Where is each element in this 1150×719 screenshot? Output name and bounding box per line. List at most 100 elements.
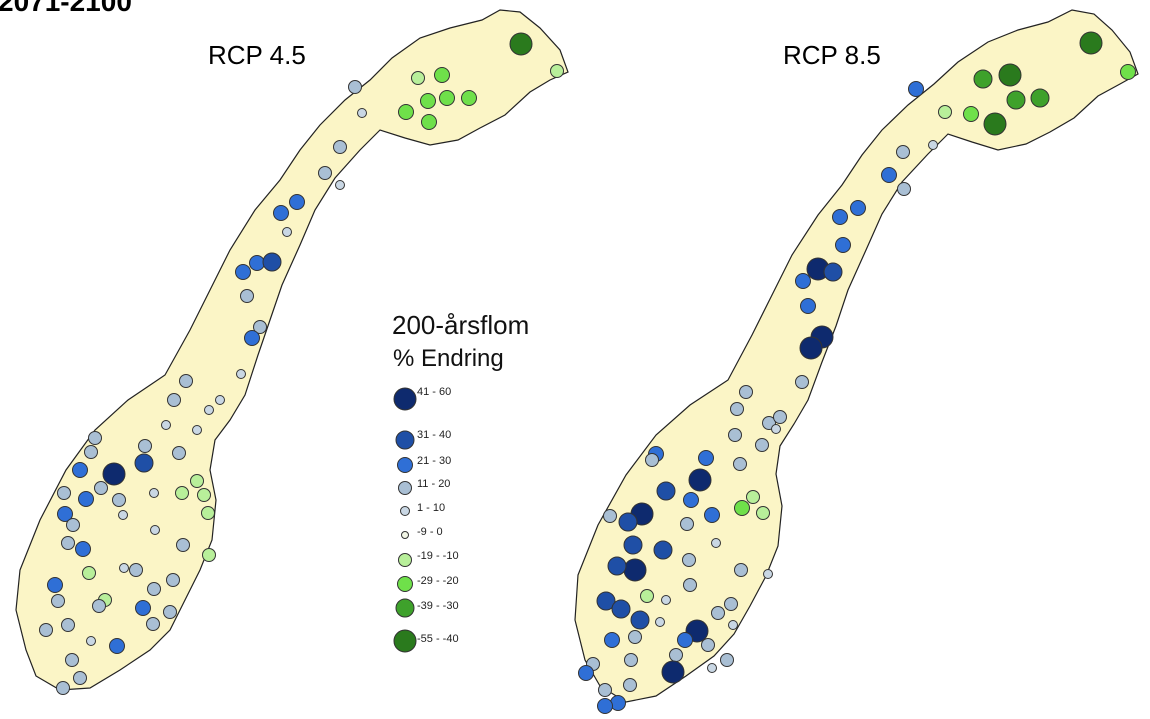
station-marker — [771, 424, 781, 434]
legend-marker — [393, 629, 417, 653]
station-marker — [138, 439, 152, 453]
station-marker — [550, 64, 564, 78]
station-marker — [112, 493, 126, 507]
map-title-rcp85: RCP 8.5 — [783, 40, 881, 70]
station-marker — [733, 457, 747, 471]
legend-subtitle: % Endring — [393, 345, 504, 372]
legend-marker — [398, 481, 412, 495]
station-marker — [192, 425, 202, 435]
station-marker — [39, 623, 53, 637]
station-marker — [94, 481, 108, 495]
station-marker — [704, 507, 720, 523]
station-marker — [201, 506, 215, 520]
map-rcp45 — [15, 9, 569, 695]
station-marker — [896, 145, 910, 159]
station-marker — [88, 431, 102, 445]
station-marker — [973, 69, 993, 89]
station-marker — [596, 591, 616, 611]
legend-label: -39 - -30 — [417, 600, 459, 612]
station-marker — [109, 638, 125, 654]
station-marker — [61, 618, 75, 632]
station-marker — [73, 671, 87, 685]
station-marker — [149, 488, 159, 498]
station-marker — [176, 538, 190, 552]
legend-markers — [393, 387, 417, 653]
station-marker — [677, 632, 693, 648]
station-marker — [680, 517, 694, 531]
station-marker — [357, 108, 367, 118]
station-marker — [630, 610, 650, 630]
station-marker — [82, 566, 96, 580]
station-marker — [607, 556, 627, 576]
station-marker — [47, 577, 63, 593]
station-marker — [202, 548, 216, 562]
station-marker — [707, 663, 717, 673]
station-marker — [175, 486, 189, 500]
station-marker — [645, 453, 659, 467]
station-marker — [75, 541, 91, 557]
station-marker — [669, 648, 683, 662]
station-marker — [244, 330, 260, 346]
markers-rcp85 — [578, 31, 1136, 714]
station-marker — [118, 510, 128, 520]
station-marker — [653, 540, 673, 560]
station-marker — [800, 298, 816, 314]
station-marker — [398, 104, 414, 120]
station-marker — [701, 638, 715, 652]
station-marker — [711, 606, 725, 620]
station-marker — [598, 683, 612, 697]
station-marker — [84, 445, 98, 459]
legend-label: 41 - 60 — [417, 386, 452, 398]
station-marker — [597, 698, 613, 714]
station-marker — [682, 553, 696, 567]
station-marker — [656, 481, 676, 501]
station-marker — [746, 490, 760, 504]
station-marker — [236, 369, 246, 379]
station-marker — [161, 420, 171, 430]
station-marker — [163, 605, 177, 619]
legend-marker — [401, 531, 409, 539]
station-marker — [640, 589, 654, 603]
legend-label: 11 - 20 — [417, 478, 451, 490]
station-marker — [65, 653, 79, 667]
station-marker — [603, 509, 617, 523]
station-marker — [998, 63, 1022, 87]
legend-label: -9 - 0 — [417, 526, 443, 538]
station-marker — [61, 536, 75, 550]
station-marker — [728, 428, 742, 442]
station-marker — [908, 81, 924, 97]
station-marker — [730, 402, 744, 416]
legend-label: 1 - 10 — [417, 502, 446, 514]
station-marker — [1006, 90, 1026, 110]
station-marker — [881, 167, 897, 183]
station-marker — [832, 209, 848, 225]
station-marker — [439, 90, 455, 106]
station-marker — [623, 678, 637, 692]
station-marker — [799, 336, 823, 360]
station-marker — [421, 114, 437, 130]
station-marker — [795, 375, 809, 389]
map-title-rcp45: RCP 4.5 — [208, 40, 306, 70]
station-marker — [249, 255, 265, 271]
legend-label: 21 - 30 — [417, 455, 452, 467]
station-marker — [623, 535, 643, 555]
station-marker — [150, 525, 160, 535]
station-marker — [823, 262, 843, 282]
legend-marker — [397, 576, 413, 592]
station-marker — [683, 578, 697, 592]
station-marker — [348, 80, 362, 94]
station-marker — [773, 410, 787, 424]
station-marker — [628, 630, 642, 644]
station-marker — [253, 320, 267, 334]
station-marker — [78, 491, 94, 507]
station-marker — [724, 597, 738, 611]
station-marker — [190, 474, 204, 488]
station-marker — [1120, 64, 1136, 80]
station-marker — [688, 468, 712, 492]
station-marker — [197, 488, 211, 502]
legend-label: -55 - -40 — [417, 633, 459, 645]
station-marker — [661, 660, 685, 684]
legend-label: 31 - 40 — [417, 429, 452, 441]
station-marker — [897, 182, 911, 196]
station-marker — [578, 665, 594, 681]
